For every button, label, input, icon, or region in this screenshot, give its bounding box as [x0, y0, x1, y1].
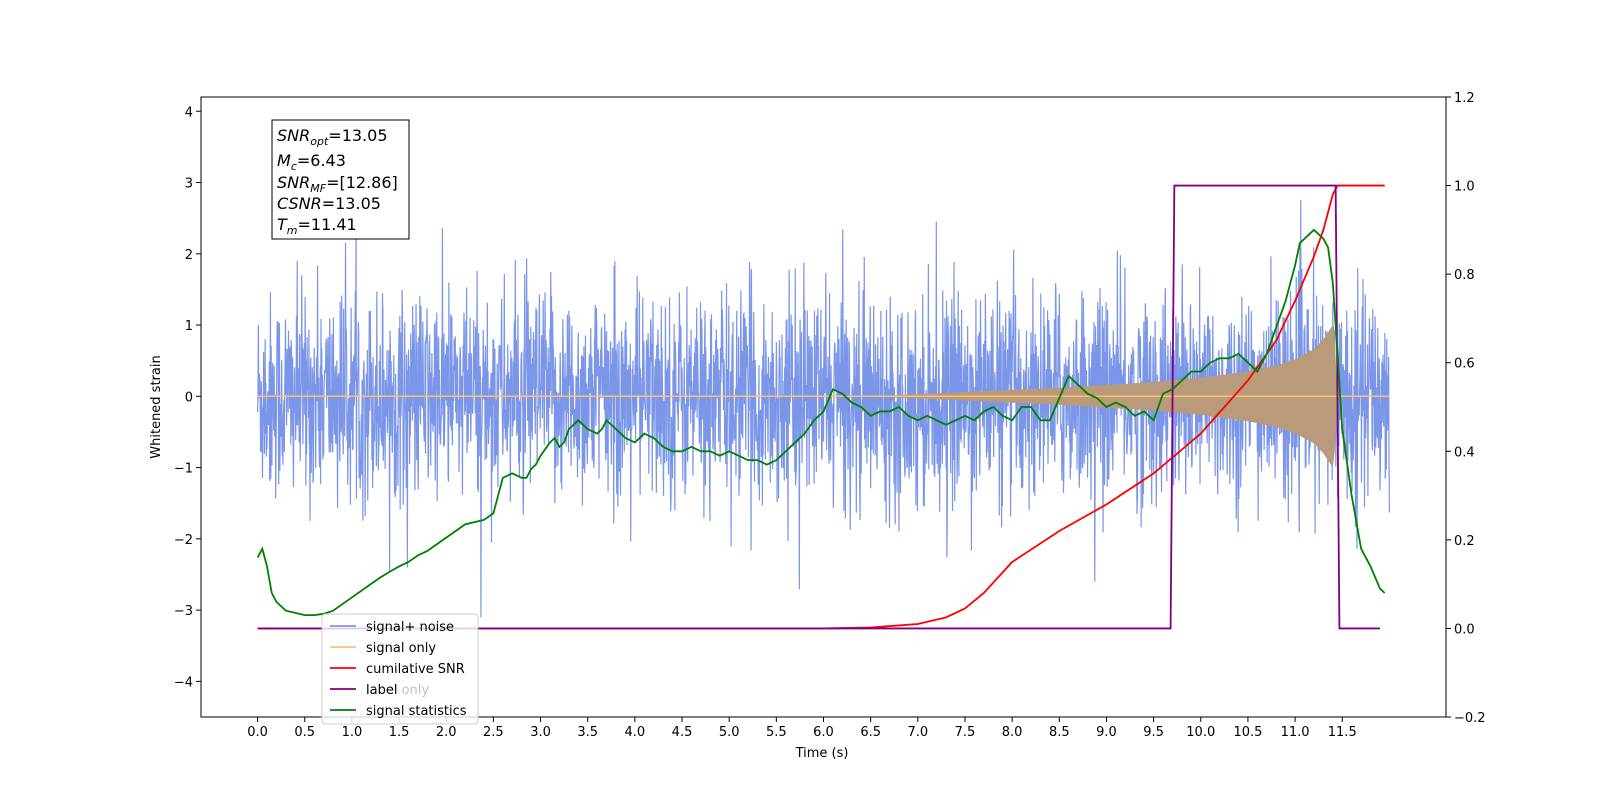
x-tick-label: 5.5	[766, 725, 787, 740]
y2-tick-label: 0.2	[1454, 534, 1475, 549]
y-tick-label: −2	[174, 533, 193, 548]
y2-tick-label: 0.0	[1454, 622, 1475, 637]
y2-tick-label: 1.2	[1454, 91, 1475, 106]
legend-label: cumilative SNR	[366, 662, 465, 677]
y2-tick-label: −0.2	[1454, 711, 1486, 726]
x-tick-label: 2.0	[436, 725, 457, 740]
y2-tick-label: 0.6	[1454, 357, 1475, 372]
series-line-signal-statistics	[256, 228, 1386, 617]
y-axis-left: 4 3 2 1 0 −1 −2 −3 −4	[174, 105, 201, 690]
x-tick-label: 4.0	[625, 725, 646, 740]
x-tick-label: 2.5	[483, 725, 504, 740]
annotation-csnr: CSNR=13.05	[277, 194, 381, 213]
annotation-box: SNRopt=13.05 Mc=6.43 SNRMF=[12.86] CSNR=…	[271, 119, 410, 240]
legend-label: signal only	[366, 641, 436, 656]
annotation-tm: Tm=11.41	[277, 215, 357, 237]
legend-label: label	[366, 683, 397, 698]
annotation-frame	[271, 119, 410, 240]
y-tick-label: 3	[185, 177, 193, 192]
line-series	[256, 184, 1386, 630]
series-line-label	[257, 184, 1380, 630]
x-tick-label: 0.5	[294, 725, 315, 740]
y-tick-label: −1	[174, 462, 193, 477]
plot-area	[256, 184, 1391, 630]
x-tick-label: 6.5	[860, 725, 881, 740]
x-tick-label: 3.5	[577, 725, 598, 740]
legend-label: signal+ noise	[366, 620, 454, 635]
x-tick-label: 8.0	[1002, 725, 1023, 740]
y-axis-right: 1.2 1.0 0.8 0.6 0.4 0.2 0.0 −0.2	[1446, 91, 1486, 726]
noise-series	[256, 200, 1391, 618]
x-tick-label: 1.5	[389, 725, 410, 740]
y-tick-label: −4	[174, 675, 193, 690]
y-tick-label: −3	[174, 604, 193, 619]
annotation-mc: Mc=6.43	[277, 151, 346, 173]
y-axis-label: Whitened strain	[149, 355, 164, 458]
x-tick-label: 7.5	[955, 725, 976, 740]
x-tick-label: 4.5	[672, 725, 693, 740]
annotation-snr-mf: SNRMF=[12.86]	[277, 173, 398, 195]
y2-tick-label: 0.8	[1454, 268, 1475, 283]
x-axis: 0.0 0.5 1.0 1.5 2.0 2.5 3.0 3.5 4.0 4.5 5.0 5.5 6.0 6…	[247, 717, 1357, 740]
legend-frame	[321, 613, 479, 725]
legend-label: signal statistics	[366, 704, 467, 719]
x-tick-label: 11.5	[1328, 725, 1357, 740]
series-line-cumilative-snr	[257, 184, 1385, 630]
y2-tick-label: 0.4	[1454, 445, 1475, 460]
y-tick-label: 1	[185, 319, 193, 334]
noise-line	[256, 200, 1391, 618]
legend: signal+ noise signal only cumilative SNR la…	[321, 613, 479, 725]
x-tick-label: 10.5	[1233, 725, 1262, 740]
x-tick-label: 9.5	[1143, 725, 1164, 740]
annotation-snr-opt: SNRopt=13.05	[277, 126, 388, 148]
y-tick-label: 2	[185, 248, 193, 263]
x-tick-label: 0.0	[247, 725, 268, 740]
x-tick-label: 3.0	[530, 725, 551, 740]
x-tick-label: 5.0	[719, 725, 740, 740]
x-tick-label: 11.0	[1281, 725, 1310, 740]
x-axis-label: Time (s)	[795, 746, 849, 761]
x-tick-label: 6.0	[813, 725, 834, 740]
legend-label: label only	[366, 683, 429, 698]
x-tick-label: 10.0	[1186, 725, 1215, 740]
x-tick-label: 8.5	[1049, 725, 1070, 740]
y2-tick-label: 1.0	[1454, 180, 1475, 195]
y-tick-label: 4	[185, 105, 193, 120]
x-tick-label: 1.0	[342, 725, 363, 740]
x-tick-label: 9.0	[1096, 725, 1117, 740]
y-tick-label: 0	[185, 390, 193, 405]
x-tick-label: 7.0	[907, 725, 928, 740]
